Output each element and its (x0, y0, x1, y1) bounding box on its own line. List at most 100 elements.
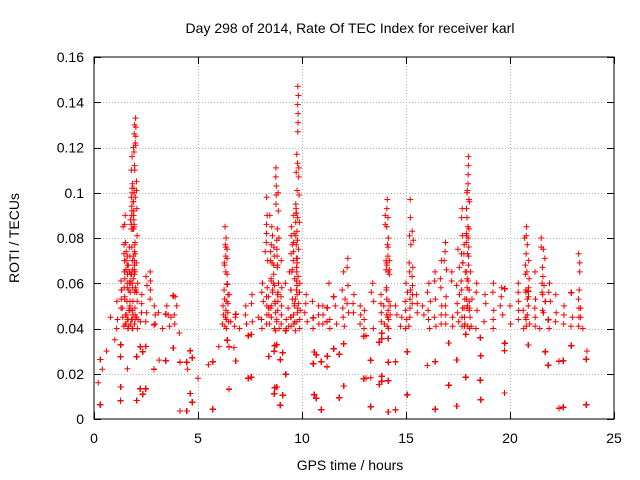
data-point-stalk (276, 325, 283, 332)
data-point-band (151, 366, 157, 373)
data-point-stalk (166, 323, 173, 330)
data-point-stalk (540, 309, 547, 316)
data-point (222, 223, 228, 230)
data-point-stalk (134, 325, 141, 332)
data-point-stalk (466, 198, 473, 205)
data-point-stalk (515, 316, 522, 323)
data-point (407, 196, 414, 203)
data-point-stalk (295, 273, 302, 280)
data-point-band (324, 353, 331, 360)
data-point-stalk (461, 314, 468, 321)
data-point-stalk (310, 325, 316, 332)
data-point-stalk (293, 241, 300, 248)
data-point-cloud (583, 356, 590, 363)
data-point (344, 255, 351, 262)
data-point-stalk (443, 293, 450, 300)
data-point-stalk (171, 311, 178, 318)
data-point-stalk (227, 318, 234, 325)
data-point-stalk (131, 167, 138, 174)
data-point-stalk (458, 278, 465, 284)
data-point (369, 280, 376, 287)
data-point (357, 302, 364, 309)
data-point-stalk (463, 205, 470, 212)
data-point-stalk (539, 264, 546, 271)
data-point-cloud (501, 285, 508, 292)
data-point-stalk (301, 309, 308, 316)
data-point (293, 151, 300, 158)
data-point-stalk (113, 325, 120, 332)
data-point-stalk (536, 325, 543, 332)
data-point-stalk (490, 325, 497, 332)
data-point-band (556, 405, 562, 412)
data-point-stalk (339, 287, 346, 293)
data-point-stalk (383, 205, 390, 212)
data-point-stalk (295, 246, 302, 253)
data-point (507, 302, 513, 309)
data-point-band (279, 392, 286, 399)
data-point-stalk (273, 183, 280, 189)
data-point-stalk (378, 318, 385, 325)
data-point-stalk (425, 316, 432, 323)
data-point-stalk (147, 296, 154, 303)
chart-title: Day 298 of 2014, Rate Of TEC Index for r… (186, 20, 515, 36)
data-point-stalk (490, 316, 497, 323)
data-point-cloud (279, 349, 286, 356)
data-point-stalk (133, 289, 140, 296)
data-point-stalk (469, 296, 475, 303)
data-point-cloud (177, 359, 183, 366)
data-point-stalk (526, 321, 533, 327)
data-point (176, 330, 183, 336)
data-point-stalk (409, 264, 416, 271)
data-point-stalk (295, 173, 302, 180)
data-point-stalk (414, 309, 421, 316)
data-point-stalk (249, 318, 256, 325)
data-point-stalk (265, 293, 272, 300)
data-point (134, 280, 141, 287)
data-point (332, 302, 339, 309)
data-point (319, 302, 326, 309)
data-point-stalk (296, 316, 303, 323)
data-point-stalk (409, 273, 416, 280)
data-point (123, 248, 130, 255)
data-point-stalk (458, 287, 465, 293)
data-point (392, 302, 399, 309)
data-point-band (232, 358, 239, 364)
data-point-stalk (333, 321, 340, 327)
data-point-stalk (405, 323, 412, 330)
data-point-stalk (465, 253, 472, 260)
data-point-stalk (274, 262, 281, 269)
data-point (498, 284, 505, 291)
data-point-stalk (458, 214, 465, 221)
data-point-stalk (515, 298, 522, 305)
data-point-band (265, 353, 272, 360)
data-point-stalk (121, 221, 128, 228)
data-point-cloud (271, 348, 278, 355)
data-point-band (404, 391, 411, 398)
data-point-stalk (383, 262, 390, 269)
data-point (361, 307, 368, 314)
data-point (113, 298, 120, 305)
data-point-stalk (278, 302, 285, 309)
data-point-stalk (454, 309, 461, 316)
data-point-stalk (320, 311, 326, 318)
data-point-stalk (242, 311, 249, 318)
data-point-stalk (273, 246, 280, 253)
x-tick-label: 25 (606, 430, 622, 446)
data-point-stalk (378, 309, 385, 316)
data-point-cloud (462, 331, 469, 338)
data-point-stalk (287, 287, 294, 293)
data-point (278, 257, 285, 264)
data-point-stalk (295, 110, 302, 117)
x-axis-label: GPS time / hours (297, 457, 404, 473)
data-point-stalk (545, 289, 552, 296)
data-point-stalk (295, 164, 302, 171)
data-point-cloud (453, 357, 460, 363)
y-tick-label: 0.06 (57, 275, 84, 291)
data-point-stalk (294, 187, 301, 194)
data-point (490, 280, 497, 287)
y-tick-label: 0.04 (57, 321, 84, 337)
data-point-stalk (465, 180, 471, 187)
data-point-stalk (119, 305, 126, 312)
data-point (259, 280, 266, 287)
data-point-stalk (130, 212, 137, 219)
